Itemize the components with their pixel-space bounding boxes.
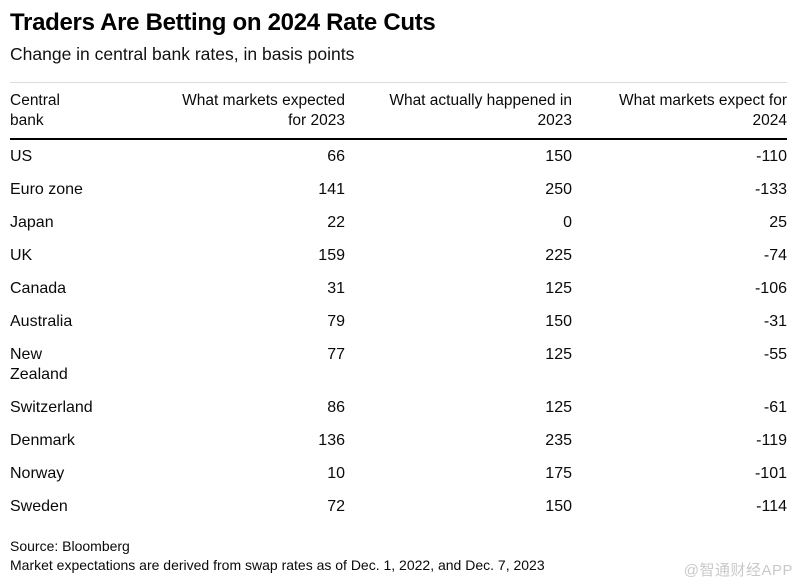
- column-header-label: What markets expect for 2024: [619, 92, 787, 129]
- value-cell: 159: [318, 247, 345, 264]
- page-subtitle: Change in central bank rates, in basis p…: [10, 44, 355, 64]
- value-cell: 125: [545, 280, 572, 297]
- column-header-central-bank: Central bank: [10, 82, 98, 140]
- bank-name-cell: US: [10, 148, 33, 165]
- value-cell: 79: [327, 313, 345, 330]
- bank-name-cell: Norway: [10, 465, 65, 482]
- table-row-us: US 66 150 -110: [10, 139, 787, 173]
- column-header-expected-2023: What markets expected for 2023: [98, 82, 345, 140]
- value-cell: 136: [318, 432, 345, 449]
- bank-name-cell: New Zealand: [10, 346, 68, 383]
- value-cell: 225: [545, 247, 572, 264]
- value-cell: 150: [545, 498, 572, 515]
- footnote-text: Market expectations are derived from swa…: [10, 557, 545, 573]
- value-cell: 31: [327, 280, 345, 297]
- bank-name-cell: UK: [10, 247, 33, 264]
- bank-name-cell: Euro zone: [10, 181, 83, 198]
- bank-name-cell: Japan: [10, 214, 54, 231]
- value-cell: -119: [756, 432, 787, 449]
- value-cell: 77: [327, 346, 345, 363]
- value-cell: 10: [327, 465, 345, 482]
- value-cell: -110: [756, 148, 787, 165]
- table-row-japan: Japan 22 0 25: [10, 206, 787, 239]
- value-cell: -101: [754, 465, 787, 482]
- value-cell: 0: [563, 214, 572, 231]
- column-header-label: What markets expected for 2023: [182, 92, 345, 129]
- value-cell: 22: [327, 214, 345, 231]
- value-cell: 125: [545, 346, 572, 363]
- value-cell: -31: [763, 313, 787, 330]
- value-cell: 86: [327, 399, 345, 416]
- value-cell: -55: [763, 346, 787, 363]
- value-cell: 235: [545, 432, 572, 449]
- page-title: Traders Are Betting on 2024 Rate Cuts: [10, 9, 436, 36]
- column-header-label: Central bank: [10, 92, 60, 129]
- bank-name-cell: Sweden: [10, 498, 68, 515]
- value-cell: -61: [763, 399, 787, 416]
- bank-name-cell: Canada: [10, 280, 67, 297]
- value-cell: 150: [545, 148, 572, 165]
- rates-table: Central bank What markets expected for 2…: [10, 82, 787, 523]
- value-cell: -74: [763, 247, 787, 264]
- table-row-norway: Norway 10 175 -101: [10, 457, 787, 490]
- bank-name-cell: Australia: [10, 313, 73, 330]
- column-header-actual-2023: What actually happened in 2023: [345, 82, 572, 140]
- value-cell: 150: [545, 313, 572, 330]
- value-cell: -133: [754, 181, 787, 198]
- value-cell: 141: [318, 181, 345, 198]
- value-cell: 175: [545, 465, 572, 482]
- table-row-denmark: Denmark 136 235 -119: [10, 424, 787, 457]
- table-row-new-zealand: New Zealand 77 125 -55: [10, 338, 787, 391]
- watermark: @智通财经APP: [683, 562, 793, 579]
- table-row-switzerland: Switzerland 86 125 -61: [10, 391, 787, 424]
- table-row-euro-zone: Euro zone 141 250 -133: [10, 173, 787, 206]
- value-cell: -114: [756, 498, 787, 515]
- table-row-australia: Australia 79 150 -31: [10, 305, 787, 338]
- footer: Source: Bloomberg Market expectations ar…: [10, 537, 787, 575]
- table-row-canada: Canada 31 125 -106: [10, 272, 787, 305]
- value-cell: -106: [754, 280, 787, 297]
- source-text: Source: Bloomberg: [10, 538, 130, 554]
- value-cell: 250: [545, 181, 572, 198]
- value-cell: 125: [545, 399, 572, 416]
- table-row-uk: UK 159 225 -74: [10, 239, 787, 272]
- header-row: Central bank What markets expected for 2…: [10, 82, 787, 140]
- column-header-label: What actually happened in 2023: [389, 92, 572, 129]
- bank-name-cell: Denmark: [10, 432, 75, 449]
- table-row-sweden: Sweden 72 150 -114: [10, 490, 787, 523]
- column-header-expect-2024: What markets expect for 2024: [572, 82, 787, 140]
- value-cell: 66: [327, 148, 345, 165]
- value-cell: 72: [327, 498, 345, 515]
- bank-name-cell: Switzerland: [10, 399, 93, 416]
- value-cell: 25: [769, 214, 787, 231]
